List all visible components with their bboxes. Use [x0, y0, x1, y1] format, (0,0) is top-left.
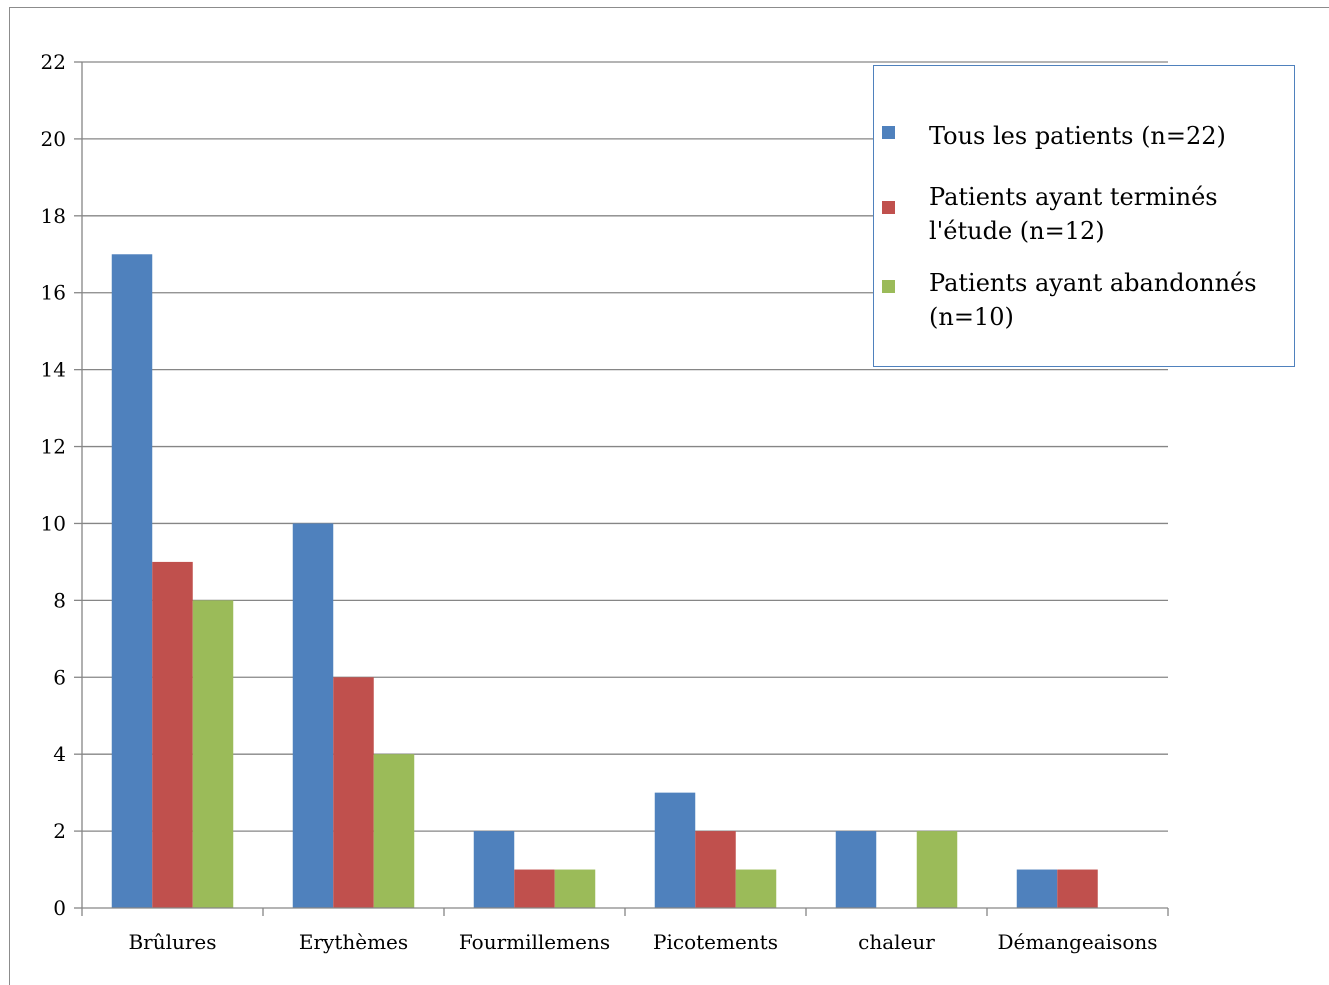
axis-labels: 0 2 4 6 8 10 12 14 16 18 20 22 Brûlures Erythèmes Four… — [41, 50, 1158, 954]
bar-2-3 — [735, 869, 777, 908]
bar-0-2 — [473, 831, 515, 908]
bar-2-1 — [373, 754, 415, 908]
x-category-label: Picotements — [653, 930, 778, 954]
legend-swatch — [882, 280, 895, 293]
legend-swatch — [882, 126, 895, 139]
legend-label: Patients ayant terminés l'étude (n=12) — [929, 183, 1218, 245]
x-category-label: chaleur — [858, 930, 935, 954]
x-category-label: Démangeaisons — [997, 930, 1157, 954]
legend-label: Tous les patients (n=22) — [929, 122, 1226, 150]
bar-0-4 — [835, 831, 877, 908]
bar-1-3 — [695, 831, 736, 908]
y-tick-label: 14 — [41, 358, 66, 382]
bar-1-5 — [1057, 869, 1098, 908]
bar-0-0 — [111, 254, 153, 909]
y-tick-label: 12 — [41, 435, 66, 459]
y-tick-label: 6 — [53, 665, 66, 689]
axes — [74, 61, 1169, 916]
bar-2-2 — [554, 869, 596, 908]
bar-2-4 — [916, 831, 958, 908]
legend: Tous les patients (n=22) Patients ayant … — [873, 65, 1295, 367]
legend-swatch — [882, 201, 895, 214]
legend-label: Patients ayant abandonnés (n=10) — [929, 269, 1257, 331]
y-tick-label: 16 — [41, 281, 66, 305]
y-tick-label: 4 — [53, 742, 66, 766]
bar-1-1 — [333, 677, 374, 908]
bar-0-3 — [654, 792, 696, 908]
y-tick-label: 20 — [41, 127, 66, 151]
y-tick-label: 22 — [41, 50, 66, 74]
y-tick-label: 18 — [41, 204, 66, 228]
x-category-label: Brûlures — [128, 930, 216, 954]
x-category-label: Erythèmes — [299, 930, 408, 954]
bars — [111, 254, 1098, 909]
y-tick-label: 10 — [41, 511, 66, 535]
bar-0-1 — [292, 523, 334, 908]
y-tick-label: 0 — [53, 896, 66, 920]
y-tick-label: 2 — [53, 819, 66, 843]
x-category-label: Fourmillemens — [459, 930, 610, 954]
bar-2-0 — [192, 600, 234, 908]
bar-0-5 — [1016, 869, 1058, 908]
bar-1-0 — [152, 561, 193, 908]
bar-1-2 — [514, 869, 555, 908]
y-tick-label: 8 — [53, 588, 66, 612]
